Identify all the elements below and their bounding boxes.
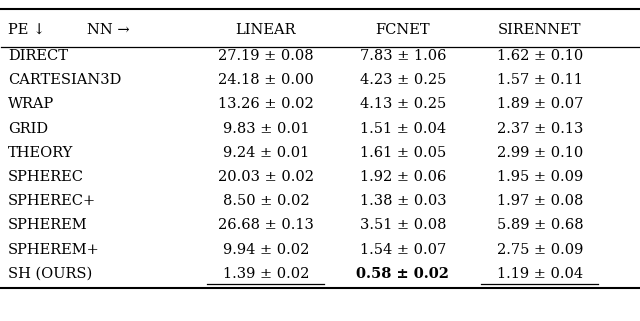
Text: SPHEREC: SPHEREC: [8, 170, 84, 184]
Text: 1.92 ± 0.06: 1.92 ± 0.06: [360, 170, 446, 184]
Text: SPHEREM+: SPHEREM+: [8, 243, 99, 256]
Text: FCNET: FCNET: [376, 23, 430, 37]
Text: 3.51 ± 0.08: 3.51 ± 0.08: [360, 218, 446, 232]
Text: 2.99 ± 0.10: 2.99 ± 0.10: [497, 146, 583, 160]
Text: 1.54 ± 0.07: 1.54 ± 0.07: [360, 243, 446, 256]
Text: 9.83 ± 0.01: 9.83 ± 0.01: [223, 122, 309, 136]
Text: 1.97 ± 0.08: 1.97 ± 0.08: [497, 194, 583, 208]
Text: 7.83 ± 1.06: 7.83 ± 1.06: [360, 49, 446, 63]
Text: 8.50 ± 0.02: 8.50 ± 0.02: [223, 194, 309, 208]
Text: 24.18 ± 0.00: 24.18 ± 0.00: [218, 73, 314, 87]
Text: 1.95 ± 0.09: 1.95 ± 0.09: [497, 170, 583, 184]
Text: 2.75 ± 0.09: 2.75 ± 0.09: [497, 243, 583, 256]
Text: 26.68 ± 0.13: 26.68 ± 0.13: [218, 218, 314, 232]
Text: 4.13 ± 0.25: 4.13 ± 0.25: [360, 98, 446, 111]
Text: LINEAR: LINEAR: [236, 23, 296, 37]
Text: SPHEREM: SPHEREM: [8, 218, 88, 232]
Text: 1.61 ± 0.05: 1.61 ± 0.05: [360, 146, 446, 160]
Text: NN →: NN →: [88, 23, 130, 37]
Text: 9.94 ± 0.02: 9.94 ± 0.02: [223, 243, 309, 256]
Text: 4.23 ± 0.25: 4.23 ± 0.25: [360, 73, 446, 87]
Text: 1.89 ± 0.07: 1.89 ± 0.07: [497, 98, 583, 111]
Text: THEORY: THEORY: [8, 146, 73, 160]
Text: 27.19 ± 0.08: 27.19 ± 0.08: [218, 49, 314, 63]
Text: 2.37 ± 0.13: 2.37 ± 0.13: [497, 122, 583, 136]
Text: SIRENNET: SIRENNET: [498, 23, 582, 37]
Text: 1.38 ± 0.03: 1.38 ± 0.03: [360, 194, 446, 208]
Text: 9.24 ± 0.01: 9.24 ± 0.01: [223, 146, 309, 160]
Text: GRID: GRID: [8, 122, 48, 136]
Text: 1.51 ± 0.04: 1.51 ± 0.04: [360, 122, 446, 136]
Text: WRAP: WRAP: [8, 98, 54, 111]
Text: DIRECT: DIRECT: [8, 49, 68, 63]
Text: SH (OURS): SH (OURS): [8, 267, 92, 281]
Text: SPHEREC+: SPHEREC+: [8, 194, 96, 208]
Text: 20.03 ± 0.02: 20.03 ± 0.02: [218, 170, 314, 184]
Text: 1.19 ± 0.04: 1.19 ± 0.04: [497, 267, 583, 281]
Text: 0.58 ± 0.02: 0.58 ± 0.02: [356, 267, 449, 281]
Text: 5.89 ± 0.68: 5.89 ± 0.68: [497, 218, 583, 232]
Text: PE ↓: PE ↓: [8, 23, 45, 37]
Text: 1.57 ± 0.11: 1.57 ± 0.11: [497, 73, 583, 87]
Text: 1.62 ± 0.10: 1.62 ± 0.10: [497, 49, 583, 63]
Text: 1.39 ± 0.02: 1.39 ± 0.02: [223, 267, 309, 281]
Text: 13.26 ± 0.02: 13.26 ± 0.02: [218, 98, 314, 111]
Text: CARTESIAN3D: CARTESIAN3D: [8, 73, 121, 87]
